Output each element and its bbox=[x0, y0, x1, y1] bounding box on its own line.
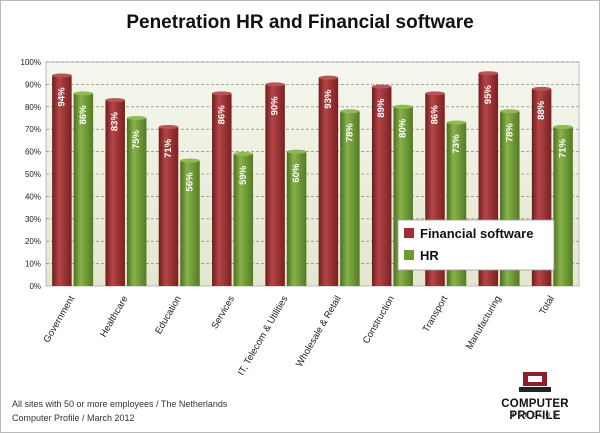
footer-note-scope: All sites with 50 or more employees / Th… bbox=[12, 399, 228, 409]
bar-cap-1 bbox=[500, 109, 520, 114]
bars bbox=[52, 71, 573, 287]
bar-cap-1 bbox=[393, 104, 413, 109]
x-tick-label: Manufacturing bbox=[464, 294, 504, 352]
x-tick-label: Education bbox=[153, 294, 184, 336]
bar-1 bbox=[286, 151, 307, 286]
bar-1 bbox=[73, 93, 94, 286]
y-tick-label: 0% bbox=[29, 282, 41, 291]
y-tick-label: 60% bbox=[25, 148, 41, 157]
bar-cap-1 bbox=[73, 91, 94, 96]
bar-cap-0 bbox=[105, 98, 125, 103]
bar-cap-0 bbox=[318, 75, 339, 80]
y-tick-label: 20% bbox=[25, 237, 41, 246]
x-tick-label: Construction bbox=[361, 294, 397, 346]
x-tick-label: Total bbox=[537, 294, 557, 317]
legend: Financial software HR bbox=[397, 219, 555, 271]
y-tick-label: 70% bbox=[25, 125, 41, 134]
data-label: 86% bbox=[430, 105, 441, 125]
data-label: 71% bbox=[558, 138, 569, 158]
data-label: 86% bbox=[78, 105, 89, 125]
bar-cap-0 bbox=[425, 91, 445, 96]
bar-cap-1 bbox=[446, 120, 467, 125]
data-label: 75% bbox=[131, 129, 142, 149]
data-label: 78% bbox=[344, 123, 355, 143]
data-label: 56% bbox=[185, 172, 196, 192]
chart-title: Penetration HR and Financial software bbox=[126, 12, 474, 33]
data-label: 71% bbox=[163, 138, 174, 158]
bar-cap-1 bbox=[286, 149, 307, 154]
data-label: 78% bbox=[504, 123, 515, 143]
bar-cap-1 bbox=[553, 124, 573, 129]
data-labels: 94% 86% 83% 75% 71% 56% 86% 59% 90% 60% 93% 78% 89% 8… bbox=[56, 85, 568, 192]
logo-mark-icon bbox=[519, 372, 551, 392]
data-label: 80% bbox=[398, 118, 409, 138]
bar-0 bbox=[318, 77, 339, 287]
x-tick-label: Healthcare bbox=[98, 294, 131, 339]
bar-cap-0 bbox=[478, 71, 499, 76]
y-tick-label: 50% bbox=[25, 170, 41, 179]
bar-0 bbox=[371, 86, 392, 286]
logo-text: COMPUTER PROFILE bbox=[501, 398, 569, 422]
bar-cap-0 bbox=[212, 91, 232, 96]
x-tick-label: Government bbox=[42, 294, 78, 345]
bar-1 bbox=[233, 153, 254, 286]
data-label: 88% bbox=[536, 100, 547, 120]
y-tick-label: 100% bbox=[21, 58, 41, 67]
footer-note-source: Computer Profile / March 2012 bbox=[12, 413, 135, 423]
bar-cap-0 bbox=[265, 82, 285, 87]
data-label: 89% bbox=[376, 98, 387, 118]
data-label: 73% bbox=[451, 134, 462, 154]
bar-1 bbox=[340, 111, 360, 286]
x-tick-label: Wholesale & Retail bbox=[294, 294, 344, 369]
x-axis-ticks: Government Healthcare Education ServicesIT,… bbox=[42, 294, 557, 378]
bar-cap-1 bbox=[126, 116, 147, 120]
bar-cap-1 bbox=[340, 109, 360, 114]
bar-0 bbox=[158, 126, 179, 287]
x-tick-label: Transport bbox=[421, 294, 451, 335]
x-tick-label: IT, Telecom & Utilities bbox=[236, 294, 291, 378]
data-label: 93% bbox=[323, 89, 334, 109]
bar-0 bbox=[265, 84, 285, 287]
company-logo: COMPUTER PROFILE BENELUX bbox=[476, 370, 594, 426]
bar-1 bbox=[126, 118, 147, 286]
y-tick-label: 10% bbox=[25, 260, 41, 269]
bar-1 bbox=[180, 160, 200, 286]
legend-box bbox=[397, 219, 555, 271]
legend-label: Financial software bbox=[420, 226, 533, 241]
bar-cap-0 bbox=[52, 73, 72, 78]
bar-cap-0 bbox=[371, 84, 392, 89]
data-label: 83% bbox=[110, 112, 121, 132]
data-label: 59% bbox=[238, 165, 249, 185]
legend-swatch bbox=[404, 228, 414, 238]
bar-cap-1 bbox=[180, 158, 200, 163]
data-label: 95% bbox=[483, 85, 494, 105]
data-label: 90% bbox=[270, 96, 281, 116]
logo-subtext: BENELUX bbox=[510, 413, 560, 419]
data-label: 94% bbox=[56, 87, 67, 107]
bar-cap-1 bbox=[233, 151, 254, 156]
gridlines bbox=[46, 61, 579, 264]
bar-cap-0 bbox=[158, 124, 179, 129]
y-axis-ticks: 0% 10% 20% 30% 40% 50% 60% 70% 80% 90% 100% bbox=[21, 58, 41, 291]
x-tick-label: Services bbox=[209, 294, 237, 331]
y-tick-label: 40% bbox=[25, 192, 41, 201]
y-tick-label: 80% bbox=[25, 103, 41, 112]
y-tick-label: 30% bbox=[25, 215, 41, 224]
bar-0 bbox=[105, 100, 125, 286]
bar-1 bbox=[553, 126, 573, 287]
data-label: 86% bbox=[216, 105, 227, 125]
data-label: 60% bbox=[291, 163, 302, 183]
bar-0 bbox=[52, 75, 72, 286]
legend-label: HR bbox=[420, 248, 439, 263]
bar-0 bbox=[212, 93, 232, 286]
bar-cap-0 bbox=[531, 86, 552, 91]
legend-swatch bbox=[404, 250, 414, 260]
y-tick-label: 90% bbox=[25, 80, 41, 89]
